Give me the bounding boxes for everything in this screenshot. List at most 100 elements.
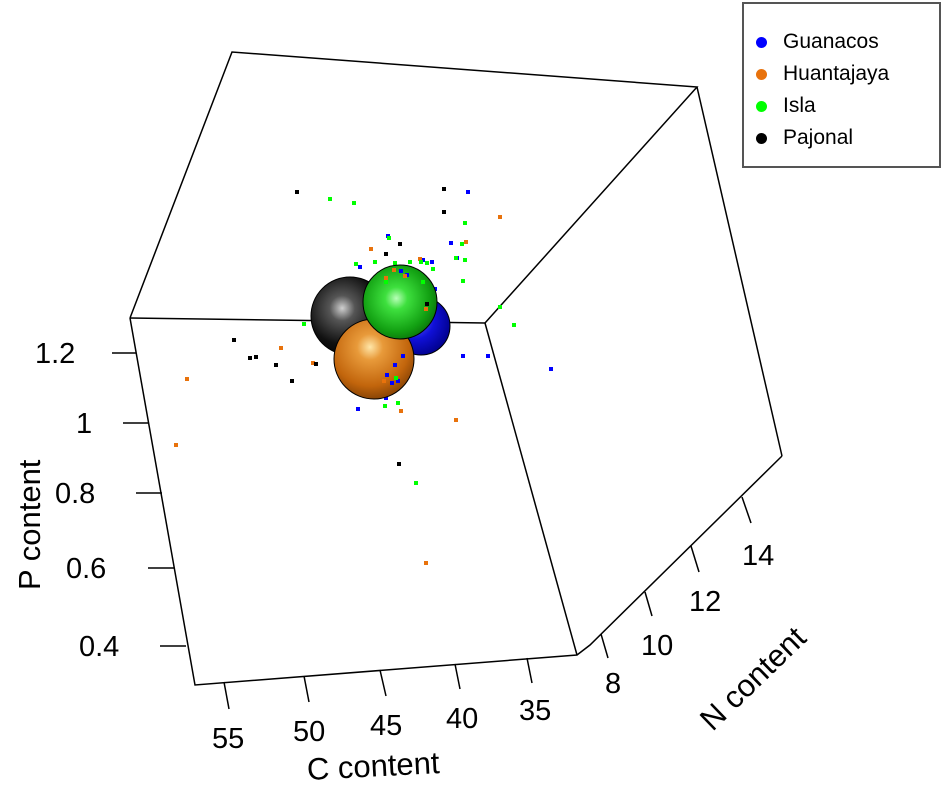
data-point-isla [394, 376, 398, 380]
data-point-pajonal [442, 187, 446, 191]
data-point-guanacos [390, 381, 394, 385]
data-point-guanacos [356, 407, 360, 411]
data-point-isla [460, 242, 464, 246]
z-axis-ticks [112, 352, 186, 647]
z-tick-label: 0.4 [79, 631, 120, 663]
legend-dot-icon [756, 132, 767, 144]
data-point-guanacos [466, 190, 470, 194]
centroid-spheres [310, 264, 451, 400]
data-point-huantajaya [424, 307, 428, 311]
data-point-isla [384, 280, 388, 284]
sphere-isla [362, 264, 438, 340]
legend-item-guanacos: Guanacos [756, 27, 879, 57]
y-tick-label: 8 [605, 668, 622, 700]
data-point-guanacos [461, 354, 465, 358]
data-point-isla [419, 260, 423, 264]
data-point-guanacos [449, 241, 453, 245]
data-point-isla [328, 197, 332, 201]
data-point-huantajaya [174, 443, 178, 447]
legend: Guanacos Huantajaya Isla Pajonal [742, 2, 941, 168]
legend-dot-icon [756, 68, 767, 80]
legend-dot-icon [756, 36, 767, 48]
data-point-guanacos [393, 363, 397, 367]
data-point-pajonal [425, 302, 429, 306]
z-tick-label: 0.6 [66, 553, 107, 585]
data-point-guanacos [358, 265, 362, 269]
data-point-isla [387, 236, 391, 240]
data-point-isla [454, 256, 458, 260]
z-tick-label: 1.2 [35, 338, 76, 370]
data-point-huantajaya [382, 379, 386, 383]
data-point-guanacos [385, 373, 389, 377]
data-point-isla [421, 280, 425, 284]
x-tick-label: 40 [446, 703, 479, 735]
data-point-guanacos [399, 269, 403, 273]
x-tick-label: 35 [519, 695, 552, 727]
data-point-isla [396, 401, 400, 405]
data-point-isla [393, 261, 397, 265]
data-point-huantajaya [399, 409, 403, 413]
data-point-isla [463, 221, 467, 225]
data-point-isla [463, 258, 467, 262]
z-tick-label: 1 [76, 408, 93, 440]
data-point-isla [498, 305, 502, 309]
data-point-huantajaya [464, 240, 468, 244]
data-point-huantajaya [392, 268, 396, 272]
data-point-isla [512, 323, 516, 327]
data-point-pajonal [274, 363, 278, 367]
x-tick-label: 45 [370, 710, 403, 742]
legend-item-isla: Isla [756, 91, 816, 121]
data-point-huantajaya [418, 257, 422, 261]
data-point-pajonal [254, 355, 258, 359]
x-tick-label: 50 [293, 716, 326, 748]
z-tick-label: 0.8 [55, 478, 96, 510]
y-tick-label: 14 [742, 540, 775, 572]
data-point-isla [354, 262, 358, 266]
data-point-huantajaya [454, 418, 458, 422]
data-point-isla [383, 404, 387, 408]
data-point-pajonal [232, 338, 236, 342]
legend-item-huantajaya: Huantajaya [756, 59, 889, 89]
data-point-huantajaya [279, 346, 283, 350]
data-point-guanacos [401, 354, 405, 358]
data-point-isla [431, 267, 435, 271]
data-point-huantajaya [498, 215, 502, 219]
x-axis-title: C content [306, 745, 441, 787]
data-point-huantajaya [185, 377, 189, 381]
data-point-isla [373, 260, 377, 264]
data-point-pajonal [290, 379, 294, 383]
data-point-huantajaya [369, 247, 373, 251]
x-tick-label: 55 [212, 723, 245, 755]
legend-dot-icon [756, 100, 767, 112]
data-point-pajonal [295, 190, 299, 194]
y-tick-label: 10 [641, 630, 674, 662]
data-points-front [382, 268, 429, 385]
data-point-isla [461, 279, 465, 283]
data-point-pajonal [398, 242, 402, 246]
data-point-isla [425, 261, 429, 265]
data-point-huantajaya [403, 274, 407, 278]
data-point-huantajaya [311, 361, 315, 365]
data-point-isla [414, 481, 418, 485]
y-tick-label: 12 [689, 586, 722, 618]
data-point-isla [408, 260, 412, 264]
legend-item-pajonal: Pajonal [756, 123, 853, 153]
data-point-isla [302, 322, 306, 326]
data-point-isla [352, 201, 356, 205]
bounding-box [129, 51, 783, 686]
data-point-pajonal [397, 462, 401, 466]
data-point-huantajaya [384, 276, 388, 280]
x-axis-ticks [223, 657, 533, 710]
data-point-guanacos [430, 260, 434, 264]
data-point-guanacos [486, 354, 490, 358]
data-point-huantajaya [424, 561, 428, 565]
data-point-pajonal [442, 210, 446, 214]
z-axis-title: P content [12, 459, 47, 590]
data-point-guanacos [549, 367, 553, 371]
data-point-guanacos [384, 396, 388, 400]
data-point-guanacos [396, 379, 400, 383]
data-point-pajonal [314, 362, 318, 366]
y-axis-ticks [600, 496, 752, 659]
data-point-pajonal [248, 356, 252, 360]
